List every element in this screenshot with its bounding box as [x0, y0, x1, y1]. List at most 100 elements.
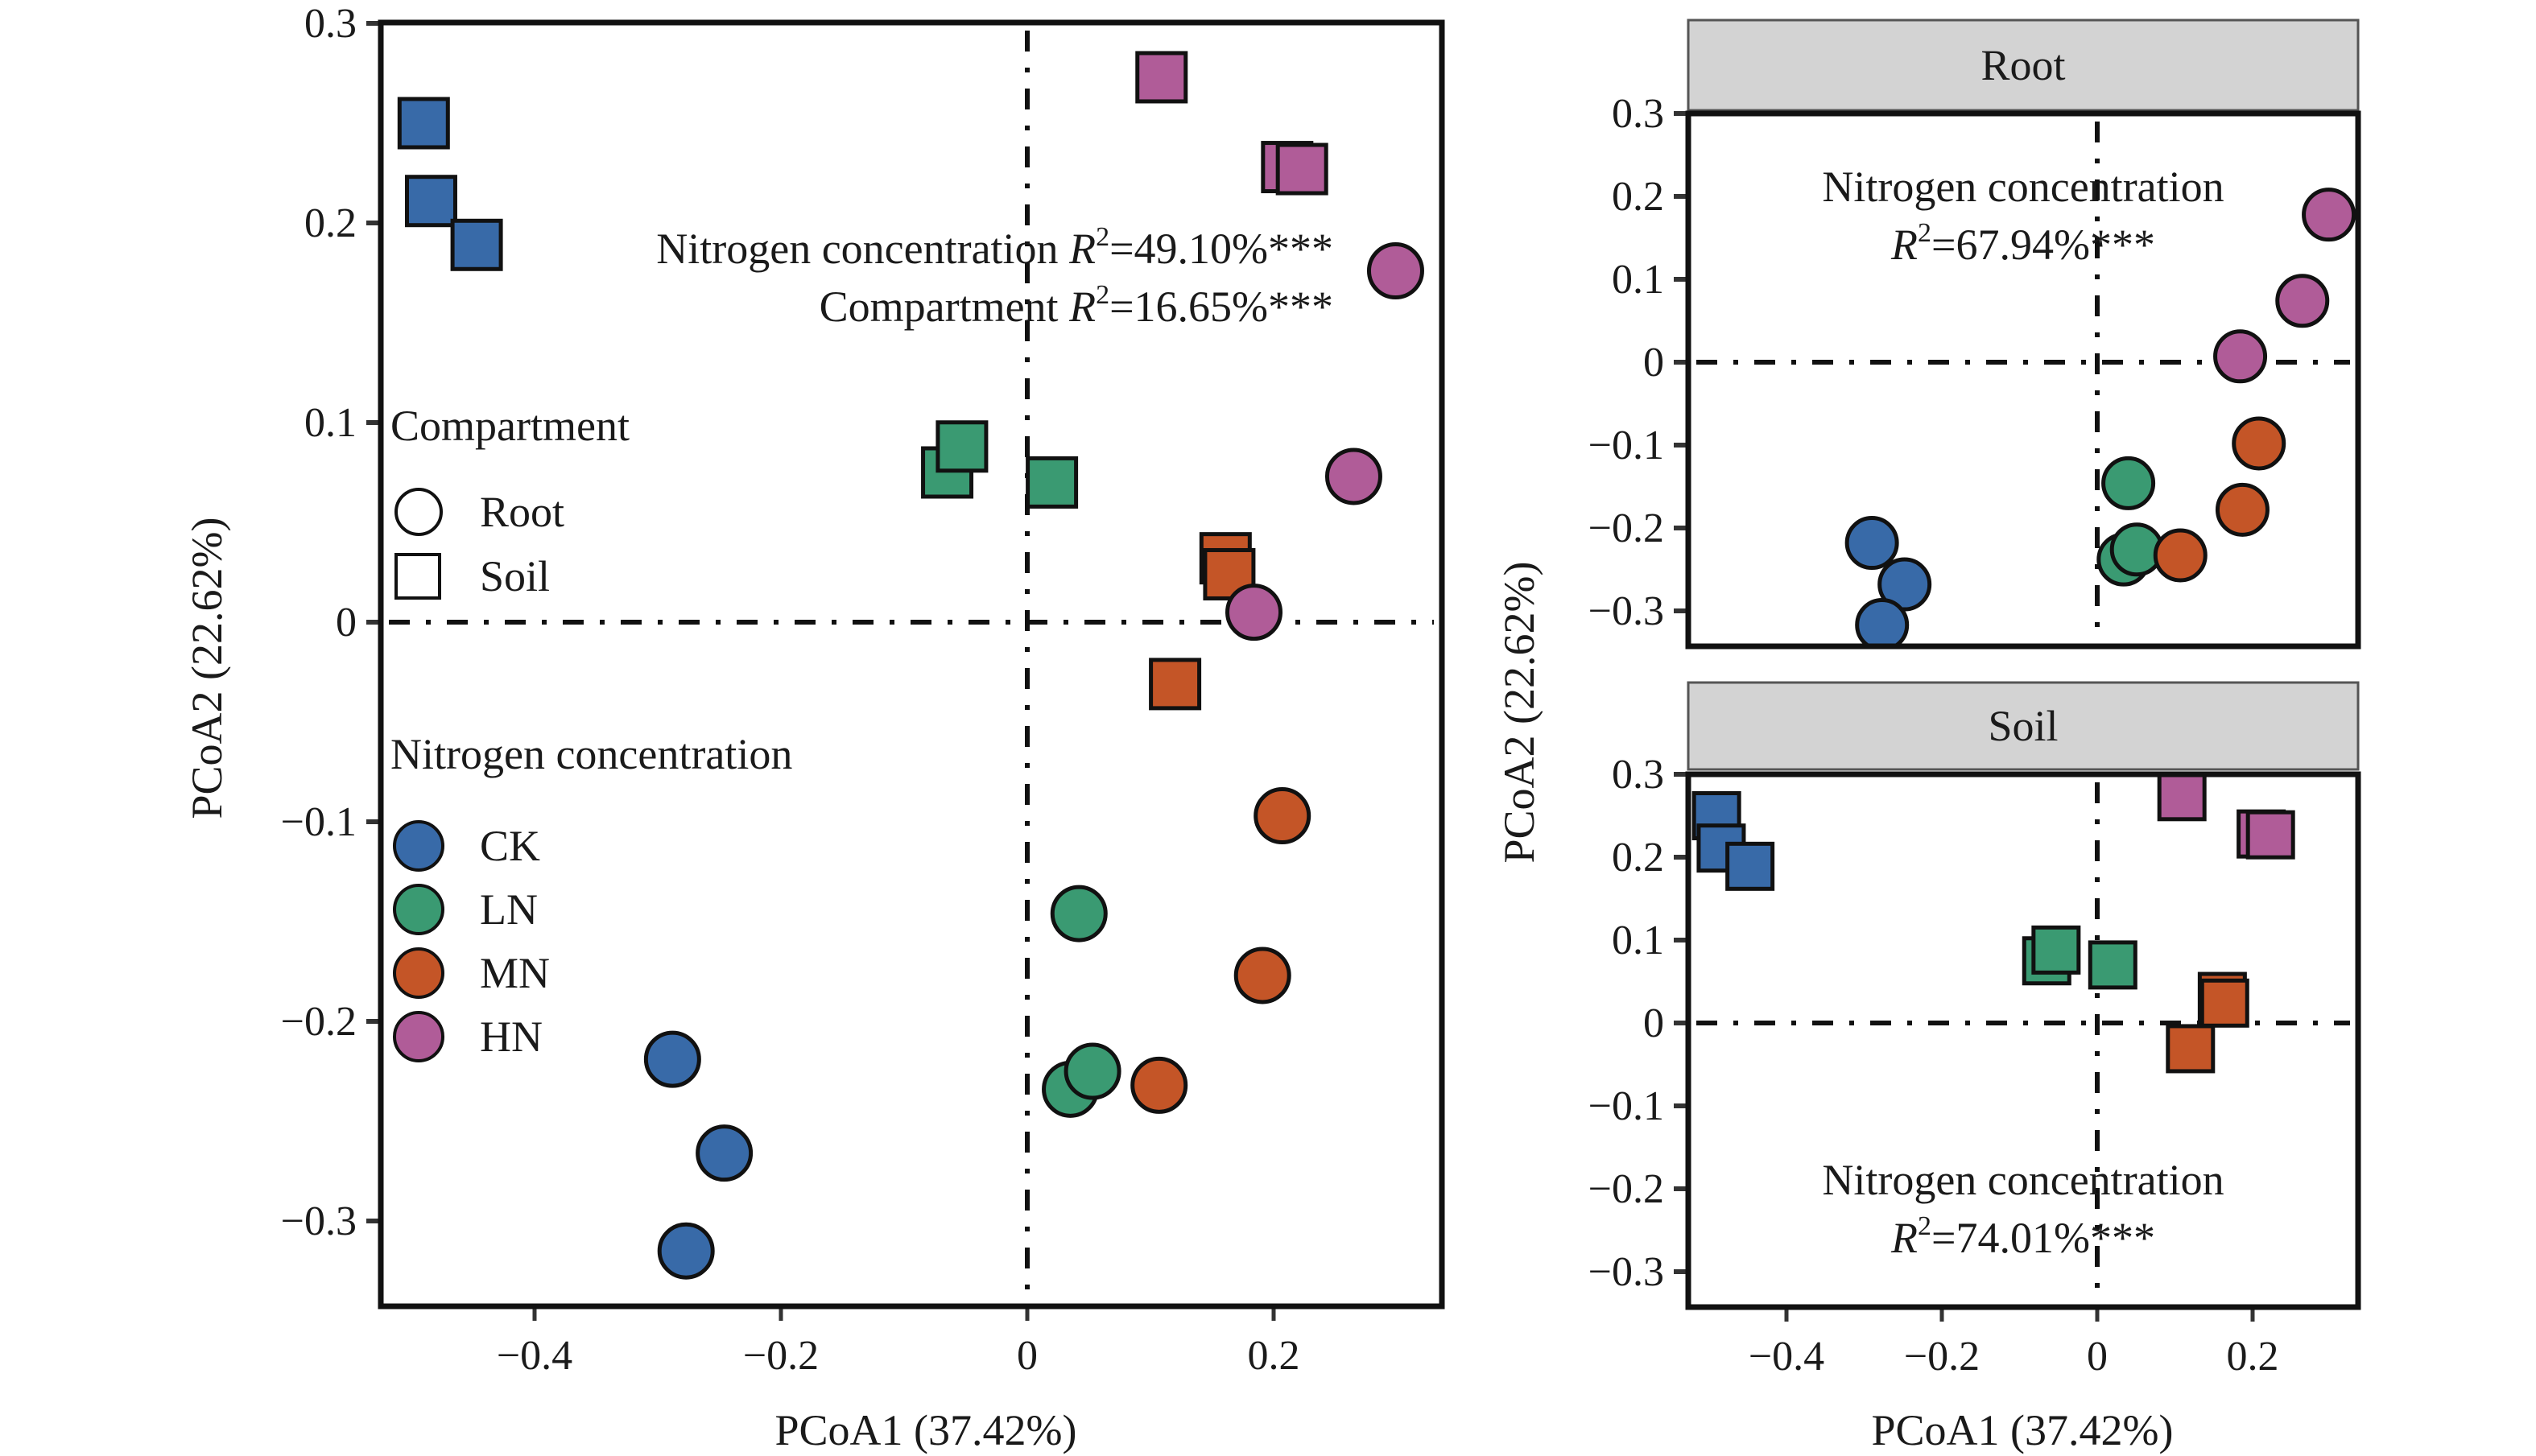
data-point-mn-root: [2153, 528, 2208, 583]
data-point-hn-root: [1324, 448, 1382, 505]
annotation-label: Nitrogen concentration: [656, 225, 1058, 273]
facet-strip-soil: [1687, 681, 2360, 771]
facet-strip-label: Root: [1980, 41, 2065, 89]
data-point-ln-root: [2101, 456, 2156, 510]
annotation-label: Compartment: [820, 283, 1059, 331]
legend-label-ln: LN: [480, 885, 538, 934]
y-tick-label: −0.2: [1588, 1166, 1664, 1212]
y-tick-label: 0: [1643, 340, 1664, 386]
data-point-hn-soil: [2157, 774, 2207, 822]
y-tick-label: 0: [336, 600, 357, 646]
markers-soil: [1691, 774, 2295, 1074]
legend-label-hn: HN: [480, 1013, 543, 1061]
panel-main: 0.3 0.2 0.1 0 −0.1 −0.2 −0.3 −0.4 −0.2 0 0.2 Nitrog…: [183, 1, 1445, 1454]
r2-superscript: 2: [1918, 1211, 1931, 1241]
y-tick-label: 0.2: [304, 200, 357, 246]
data-point-ln-soil: [936, 420, 989, 473]
r2-symbol: R: [1890, 1214, 1918, 1262]
x-axis-label: PCoA1 (37.42%): [1872, 1406, 2174, 1454]
plot-frame-soil: [1685, 771, 2361, 1310]
y-tick-label: 0.1: [1612, 257, 1664, 303]
data-point-ln-soil: [2088, 940, 2137, 990]
legend-label-root: Root: [480, 488, 564, 536]
markers-main: [397, 51, 1424, 1280]
data-point-hn-root: [1225, 584, 1283, 641]
plot-frame-main: [378, 19, 1445, 1310]
y-tick-label: 0: [1643, 1000, 1664, 1046]
legend-label-soil: Soil: [480, 552, 550, 600]
y-tick-label: −0.1: [1588, 423, 1664, 468]
data-point-ck-root: [1855, 598, 1910, 646]
panel-root: Root 0.3 0.2 0.1 0 −0.1 −0.2 −0.3 Nitrogen conce…: [1588, 19, 2361, 650]
y-axis-label: PCoA2 (22.62%): [183, 518, 231, 819]
y-tick-label: −0.2: [281, 999, 357, 1045]
x-tick-label: −0.2: [1904, 1334, 1980, 1380]
x-tick-label: 0.2: [1248, 1333, 1300, 1379]
data-point-ck-soil: [1725, 841, 1775, 891]
data-point-ck-soil: [397, 97, 450, 150]
r2-symbol: R: [1068, 283, 1096, 331]
data-point-mn-root: [1254, 787, 1311, 845]
r2-symbol: R: [1068, 225, 1096, 273]
y-tick-label: 0.2: [1612, 835, 1664, 881]
r2-symbol: R: [1890, 221, 1918, 269]
legend-swatch-mn: [393, 947, 444, 999]
data-point-mn-root: [2232, 416, 2286, 471]
data-point-ck-soil: [450, 218, 503, 271]
data-point-hn-root: [2213, 329, 2268, 384]
data-point-hn-root: [1366, 242, 1424, 300]
y-tick-label: 0.3: [1612, 752, 1664, 798]
x-tick-label: −0.4: [497, 1333, 572, 1379]
data-point-ck-root: [1877, 557, 1932, 612]
data-point-hn-soil: [1135, 51, 1188, 104]
facet-strip-root: [1687, 19, 2360, 112]
r2-superscript: 2: [1096, 280, 1109, 310]
data-point-ck-root: [643, 1030, 701, 1088]
x-tick-label: 0.2: [2227, 1334, 2279, 1380]
shared-y-axis-label: PCoA2 (22.62%): [1495, 562, 1543, 864]
data-point-mn-root: [1233, 947, 1291, 1004]
r2-annotation: R2=74.01%***: [1890, 1211, 2155, 1262]
data-point-mn-root: [2215, 482, 2270, 537]
r2-superscript: 2: [1918, 218, 1931, 248]
r2-annotation: Compartment R2=16.65%***: [820, 280, 1333, 331]
markers-root: [1844, 188, 2356, 646]
y-tick-label: 0.3: [1612, 91, 1664, 137]
data-point-ln-soil: [1026, 456, 1079, 509]
data-point-mn-root: [1130, 1056, 1188, 1114]
data-point-hn-soil: [2245, 810, 2295, 860]
x-axis-label: PCoA1 (37.42%): [775, 1406, 1077, 1454]
data-point-hn-root: [2275, 274, 2330, 328]
legend-swatch-ck: [393, 820, 444, 872]
legend-title-compartment: Compartment: [390, 402, 630, 450]
data-point-ck-root: [1844, 516, 1899, 571]
data-point-mn-soil: [2166, 1024, 2216, 1074]
r2-value: =67.94%***: [1931, 221, 2155, 269]
x-tick-label: 0: [2087, 1334, 2108, 1380]
y-tick-label: 0.3: [304, 1, 357, 47]
legend-label-ck: CK: [480, 822, 540, 870]
data-point-ck-soil: [404, 175, 457, 228]
y-tick-label: −0.3: [1588, 1249, 1664, 1295]
legend-label-mn: MN: [480, 949, 550, 997]
r2-superscript: 2: [1096, 222, 1109, 252]
legend-circle-icon: [394, 488, 443, 536]
panel-soil: Soil 0.3 0.2 0.1 0 −0.1 −0.2 −0.3 −0.4 −0.2 0 0.2 Ni…: [1588, 681, 2361, 1454]
y-tick-label: −0.2: [1588, 505, 1664, 551]
annotation-label: Nitrogen concentration: [1822, 163, 2224, 211]
x-tick-label: −0.2: [743, 1333, 819, 1379]
r2-value: =16.65%***: [1109, 283, 1333, 331]
legend: Compartment Root Soil Nitrogen concentratio…: [390, 402, 792, 1062]
y-tick-label: −0.3: [281, 1198, 357, 1244]
facet-strip-label: Soil: [1988, 702, 2058, 750]
data-point-ck-root: [696, 1124, 754, 1182]
y-tick-label: −0.1: [1588, 1083, 1664, 1129]
legend-swatch-ln: [393, 884, 444, 935]
x-tick-label: −0.4: [1749, 1334, 1824, 1380]
legend-title-nitrogen: Nitrogen concentration: [390, 730, 792, 778]
r2-annotation: Nitrogen concentration R2=49.10%***: [656, 222, 1333, 273]
plot-frame-root: [1685, 110, 2361, 650]
legend-swatch-hn: [393, 1011, 444, 1062]
data-point-ln-root: [1064, 1042, 1121, 1100]
